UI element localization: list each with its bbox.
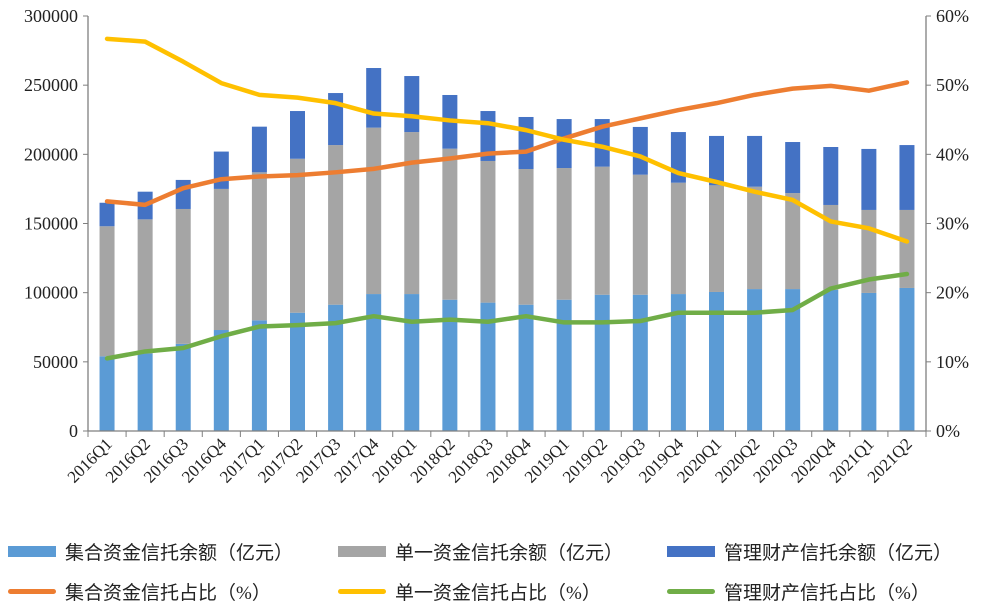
right-tick-label: 50%: [936, 75, 969, 95]
bar-single: [670, 182, 686, 295]
bar-collective: [404, 294, 420, 431]
line-property-ratio: [104, 271, 910, 361]
bar-single: [175, 208, 191, 344]
bar-single: [709, 185, 724, 292]
left-tick-label: 150000: [24, 214, 78, 234]
right-tick-label: 30%: [936, 214, 969, 234]
legend-swatch: [8, 546, 56, 557]
bar-collective: [632, 294, 648, 431]
bar-collective: [518, 304, 534, 431]
bar-collective: [670, 294, 686, 431]
bar-single: [99, 226, 115, 357]
legend-item-property-balance: 管理财产信托余额（亿元）: [667, 538, 952, 565]
bar-single: [594, 166, 610, 295]
right-tick-label: 20%: [936, 283, 969, 303]
right-tick-label: 10%: [936, 352, 969, 372]
legend-item-single-balance: 单一资金信托余额（亿元）: [338, 538, 623, 565]
bar-single: [518, 168, 534, 305]
bar-single: [632, 174, 648, 295]
bar-property: [213, 151, 229, 189]
legend-item-collective-balance: 集合资金信托余额（亿元）: [8, 538, 293, 565]
bar-property: [404, 76, 420, 133]
bar-property: [861, 148, 877, 210]
bar-collective: [99, 356, 115, 431]
bar-property: [175, 179, 191, 209]
bar-single: [366, 127, 382, 295]
left-tick-label: 300000: [24, 6, 78, 26]
line-collective-ratio: [104, 80, 910, 208]
bar-single: [442, 148, 458, 300]
legend-item-collective-ratio: 集合资金信托占比（%）: [8, 578, 271, 605]
bar-property: [823, 147, 839, 205]
legend-swatch: [338, 546, 386, 557]
bar-property: [251, 126, 267, 173]
bar-single: [899, 209, 915, 288]
bar-collective: [747, 289, 763, 431]
legend-item-property-ratio: 管理财产信托占比（%）: [667, 578, 930, 605]
left-tick-label: 200000: [24, 144, 78, 164]
left-tick-label: 0: [69, 421, 78, 441]
bar-property: [632, 126, 648, 175]
bar-property: [518, 116, 534, 169]
left-tick-label: 100000: [24, 283, 78, 303]
bar-property: [366, 68, 382, 128]
legend-line: [8, 589, 56, 594]
bar-collective: [785, 289, 801, 431]
bar-single: [251, 172, 267, 321]
bar-single: [556, 168, 572, 300]
bar-property: [709, 135, 724, 186]
legend-label: 管理财产信托占比（%）: [724, 583, 930, 604]
bar-collective: [861, 292, 877, 431]
bar-property: [290, 111, 305, 159]
bar-single: [290, 158, 305, 313]
bar-collective: [290, 312, 305, 431]
bar-collective: [175, 343, 191, 431]
legend-line: [338, 589, 386, 594]
bar-collective: [709, 291, 724, 431]
bar-property: [899, 145, 915, 210]
bar-property: [99, 202, 115, 227]
legend-label: 单一资金信托占比（%）: [395, 583, 601, 604]
right-tick-label: 60%: [936, 6, 969, 26]
left-tick-label: 50000: [33, 352, 78, 372]
bar-single: [137, 219, 153, 354]
bar-property: [785, 142, 801, 194]
bar-single: [328, 145, 344, 305]
bar-single: [213, 188, 229, 331]
bar-single: [404, 132, 420, 295]
bar-collective: [823, 289, 839, 431]
bar-property: [556, 119, 572, 169]
bar-single: [747, 186, 763, 290]
right-tick-label: 0%: [936, 421, 960, 441]
legend-swatch: [667, 546, 715, 557]
right-tick-label: 40%: [936, 144, 969, 164]
bar-collective: [137, 353, 153, 431]
legend-line: [667, 589, 715, 594]
bar-collective: [899, 287, 915, 431]
bar-single: [785, 193, 801, 290]
bar-single: [480, 160, 496, 303]
bar-collective: [594, 294, 610, 431]
bar-single: [823, 204, 839, 290]
bar-collective: [366, 294, 382, 431]
bar-collective: [213, 330, 229, 431]
legend-label: 集合资金信托占比（%）: [65, 583, 271, 604]
bar-collective: [442, 299, 458, 431]
left-tick-label: 250000: [24, 75, 78, 95]
bar-collective: [556, 299, 572, 431]
bar-property: [594, 119, 610, 167]
bar-collective: [480, 302, 496, 431]
legend-item-single-ratio: 单一资金信托占比（%）: [338, 578, 601, 605]
legend-label: 集合资金信托余额（亿元）: [65, 543, 294, 564]
legend-label: 单一资金信托余额（亿元）: [395, 543, 624, 564]
bar-property: [747, 135, 763, 187]
bar-collective: [328, 304, 344, 431]
line-single-ratio: [104, 36, 910, 244]
bar-collective: [251, 320, 267, 431]
legend-label: 管理财产信托余额（亿元）: [724, 543, 953, 564]
